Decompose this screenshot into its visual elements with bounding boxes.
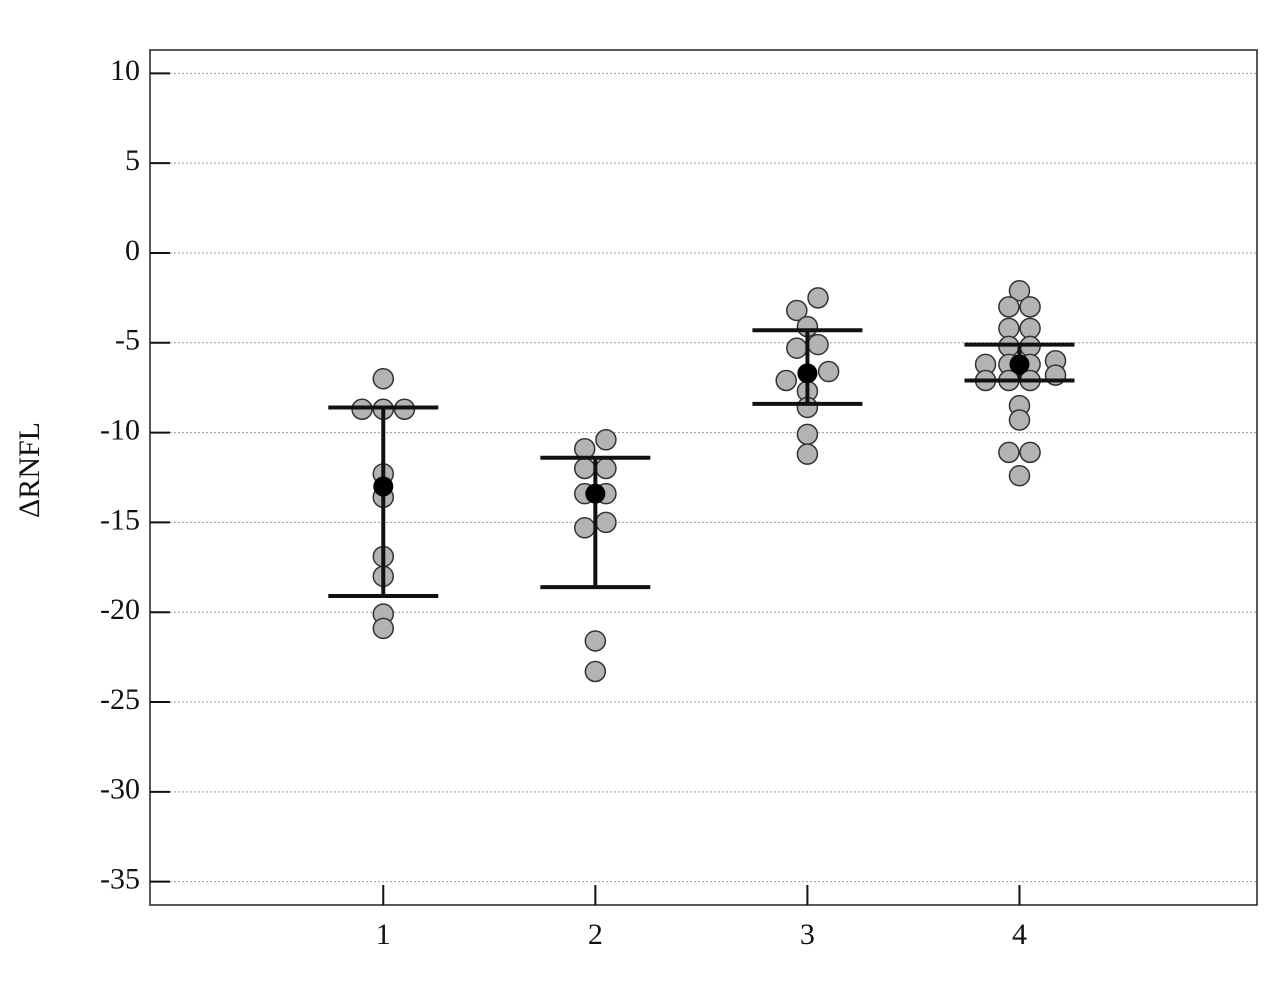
x-tick-label: 3: [800, 918, 815, 951]
data-point: [786, 337, 808, 359]
data-point: [573, 517, 596, 539]
y-tick-label: -30: [100, 773, 140, 806]
x-tick-label: 1: [376, 918, 391, 951]
data-point: [1019, 441, 1041, 464]
data-point: [372, 617, 395, 640]
data-point: [998, 441, 1020, 464]
data-point: [595, 457, 617, 480]
mean-marker: [373, 476, 394, 497]
data-point: [807, 287, 829, 309]
data-point: [584, 660, 607, 683]
data-point: [796, 423, 819, 446]
data-point: [595, 429, 617, 451]
y-tick-label: -20: [100, 593, 140, 626]
data-point: [1019, 296, 1041, 318]
y-tick-label: 0: [125, 234, 140, 267]
data-point: [817, 360, 840, 383]
y-tick-label: -5: [115, 324, 140, 357]
y-tick-label: -35: [100, 863, 140, 896]
data-point: [595, 511, 617, 534]
data-point: [1008, 409, 1031, 431]
data-point: [775, 369, 797, 392]
mean-marker: [1009, 354, 1030, 375]
data-point: [1019, 317, 1041, 340]
y-axis-label: ΔRNFL: [13, 422, 46, 518]
plot-frame: [149, 49, 1258, 906]
x-tick-label: 2: [588, 918, 603, 951]
data-point: [584, 630, 607, 652]
data-point: [998, 317, 1020, 340]
data-point: [786, 299, 808, 322]
data-point: [807, 333, 829, 356]
data-point: [998, 296, 1020, 318]
x-tick-label: 4: [1012, 918, 1027, 951]
y-tick-label: 10: [110, 54, 140, 87]
mean-marker: [585, 483, 606, 504]
data-point: [1008, 464, 1031, 487]
y-tick-label: -15: [100, 503, 140, 536]
y-tick-label: 5: [125, 144, 140, 177]
mean-marker: [797, 363, 818, 384]
data-point: [372, 367, 395, 390]
data-point: [796, 443, 819, 465]
y-tick-label: -10: [100, 413, 140, 446]
data-point: [1008, 279, 1031, 302]
data-point: [573, 457, 596, 480]
y-tick-label: -25: [100, 683, 140, 716]
